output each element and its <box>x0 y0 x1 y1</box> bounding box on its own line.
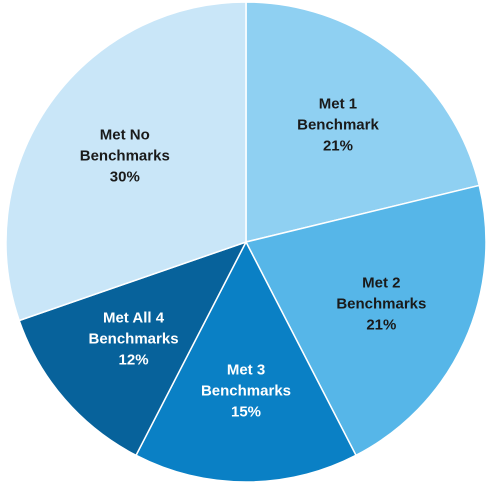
category-label: Met All 4 Benchmarks <box>88 309 179 348</box>
pie-slice <box>244 184 487 457</box>
pie-slice <box>5 1 247 322</box>
slice-label: Met 1 Benchmark 21% <box>290 94 385 157</box>
pie-slice <box>135 240 357 483</box>
slice-label: Met No Benchmarks 30% <box>77 124 172 187</box>
category-label: Met No Benchmarks <box>79 126 170 165</box>
pie-slice <box>245 1 481 243</box>
value-label: 15% <box>230 403 262 421</box>
category-label: Met 1 Benchmark <box>297 95 379 134</box>
value-label: 30% <box>109 168 140 186</box>
slice-label: Met 3 Benchmarks 15% <box>199 359 294 422</box>
pie-slice <box>18 240 248 457</box>
category-label: Met 2 Benchmarks <box>336 274 427 313</box>
category-label: Met 3 Benchmarks <box>200 361 292 400</box>
value-label: 21% <box>322 137 353 155</box>
slice-label: Met All 4 Benchmarks 12% <box>86 308 181 371</box>
slice-label: Met 2 Benchmarks 21% <box>334 272 429 335</box>
value-label: 21% <box>366 316 397 334</box>
value-label: 12% <box>118 351 149 369</box>
